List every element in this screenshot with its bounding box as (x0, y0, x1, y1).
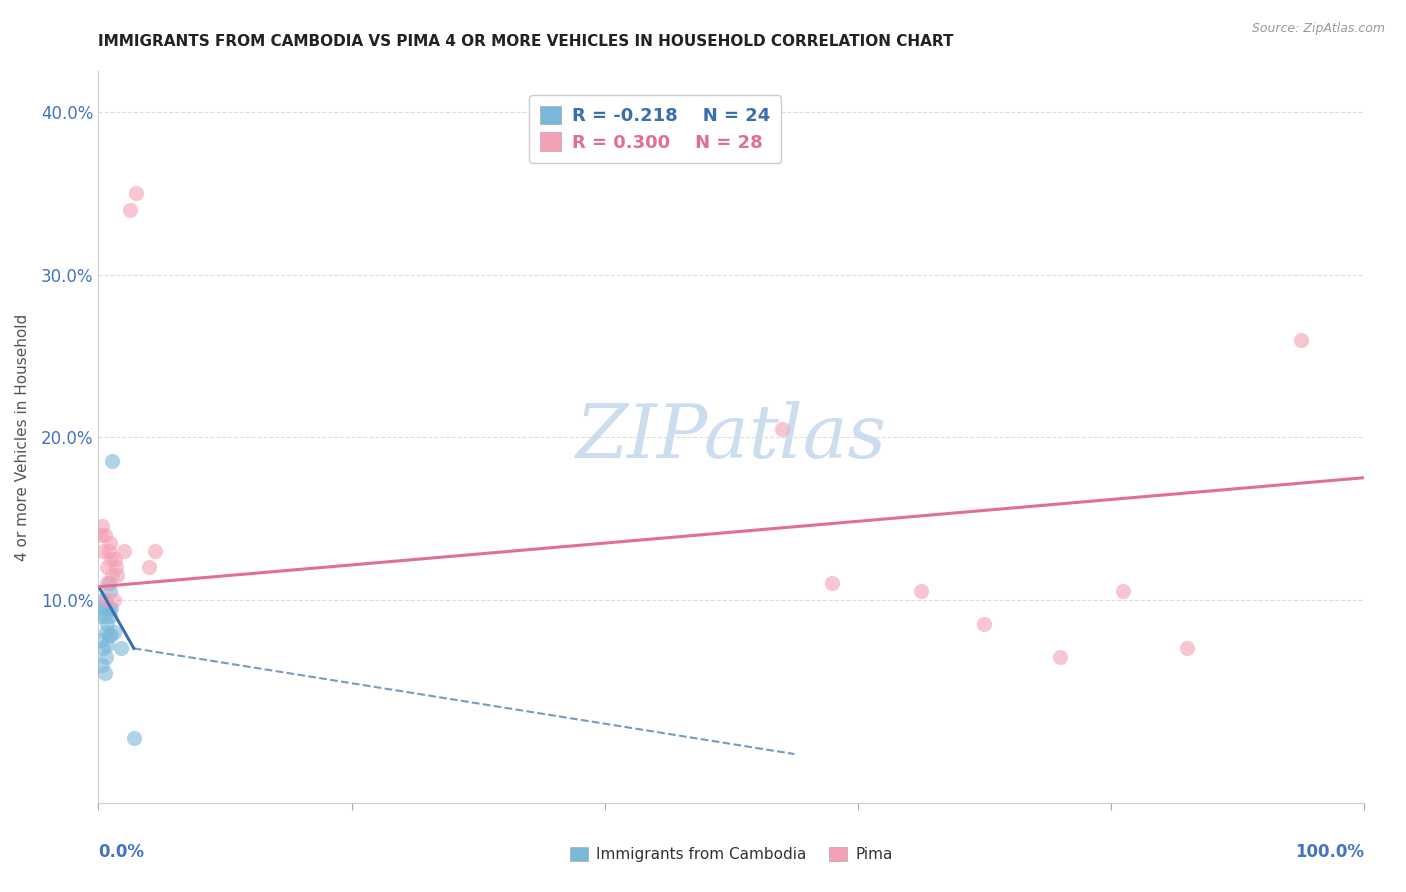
Point (91, 657, 114, 672)
Point (93, 641, 115, 656)
Point (1175, 641, 1198, 656)
Point (107, 568, 129, 582)
Point (120, 202, 141, 217)
Point (145, 544, 166, 558)
Point (91, 519, 114, 533)
Point (94, 649, 117, 664)
Point (110, 641, 132, 656)
Point (94, 600, 117, 615)
Point (90, 633, 112, 648)
Point (98, 535, 121, 549)
Point (101, 568, 124, 582)
Point (94, 592, 117, 607)
Point (821, 576, 844, 591)
Point (93, 544, 115, 558)
Point (97, 628, 120, 642)
Point (96, 560, 118, 574)
Text: 0.0%: 0.0% (98, 843, 145, 861)
Point (101, 454, 124, 468)
Point (94, 625, 117, 640)
Point (96, 638, 118, 652)
Point (89, 608, 111, 623)
Point (93, 527, 117, 541)
Point (100, 628, 122, 642)
Point (97, 600, 120, 615)
Point (1289, 333, 1312, 347)
Point (97, 576, 120, 591)
Point (138, 560, 160, 574)
Text: Source: ZipAtlas.com: Source: ZipAtlas.com (1251, 22, 1385, 36)
Point (100, 552, 122, 566)
Legend: Immigrants from Cambodia, Pima: Immigrants from Cambodia, Pima (564, 841, 898, 868)
Text: 100.0%: 100.0% (1295, 843, 1364, 861)
Point (770, 422, 793, 436)
Point (100, 600, 122, 615)
Point (112, 544, 135, 558)
Point (93, 608, 117, 623)
Point (96, 617, 118, 632)
Point (96, 576, 118, 591)
Point (93, 592, 115, 607)
Point (103, 592, 125, 607)
Point (91, 600, 114, 615)
Point (973, 617, 995, 632)
Point (122, 731, 145, 745)
Point (104, 552, 127, 566)
Point (103, 625, 125, 640)
Point (98, 608, 121, 623)
Point (125, 186, 148, 201)
Point (97, 544, 120, 558)
Y-axis label: 4 or more Vehicles in Household: 4 or more Vehicles in Household (15, 313, 30, 561)
Point (98, 584, 121, 599)
Point (93, 665, 117, 680)
Point (910, 584, 932, 599)
Text: ZIPatlas: ZIPatlas (575, 401, 887, 474)
Point (90, 527, 112, 541)
Text: IMMIGRANTS FROM CAMBODIA VS PIMA 4 OR MORE VEHICLES IN HOUSEHOLD CORRELATION CHA: IMMIGRANTS FROM CAMBODIA VS PIMA 4 OR MO… (98, 35, 953, 49)
Point (1112, 584, 1135, 599)
Point (105, 560, 128, 574)
Point (1049, 649, 1071, 664)
